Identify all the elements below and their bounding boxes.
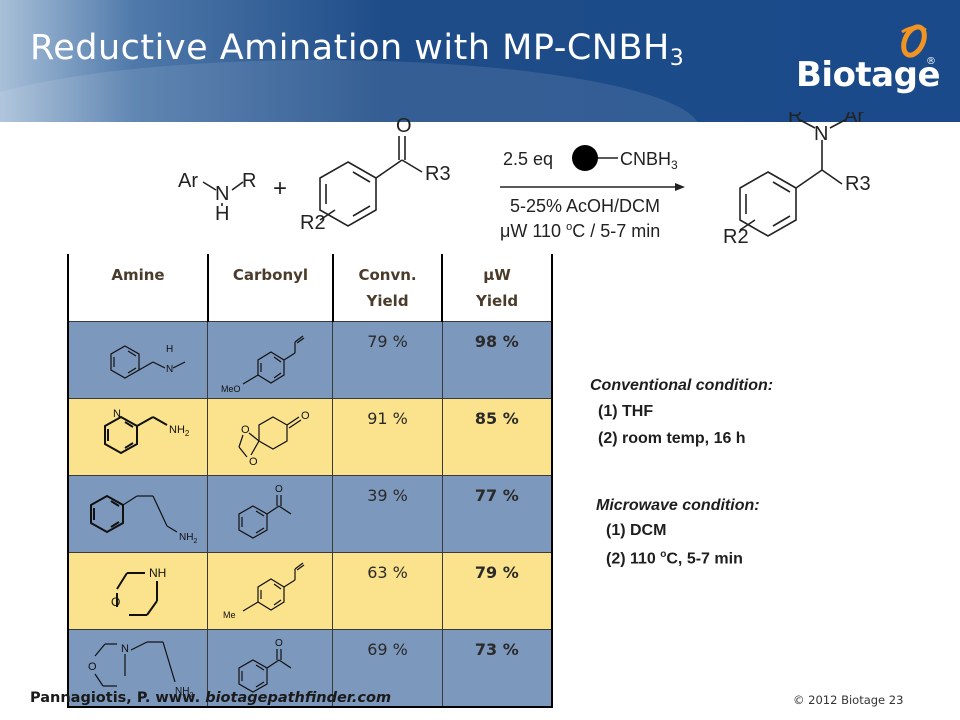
amine-h-label: H (215, 203, 229, 225)
slide-title: Reductive Amination with MP-CNBH3 (30, 28, 684, 71)
carbonyl-structure (319, 136, 423, 227)
carbonyl-structure-cell: O O O (207, 397, 334, 476)
reagent-name: CNBH3 (620, 149, 678, 172)
svg-text:O: O (249, 456, 258, 468)
conv-yield-cell: 63 % (332, 551, 443, 630)
morpholine-structure: NH O (111, 566, 167, 616)
product-structure (739, 119, 846, 237)
microwave-condition-temperature: (2) 110 oC, 5-7 min (606, 549, 743, 568)
header-amine: Amine (67, 254, 209, 321)
svg-text:N: N (113, 408, 121, 420)
results-table: Amine Carbonyl Convn. Yield μW Yield H N (67, 254, 553, 708)
mw-yield-cell: 98 % (441, 320, 553, 399)
table-row: H N MeO 79 % 98 % (67, 320, 553, 399)
svg-text:NH: NH (149, 566, 166, 580)
acetophenone-structure: O (238, 484, 292, 539)
carbonyl-structure-cell: O (207, 474, 334, 553)
citation-website-link[interactable]: biotagepathfinder.com (205, 690, 392, 706)
conv-yield-cell: 79 % (332, 320, 443, 399)
condition-solvent: 5-25% AcOH/DCM (510, 196, 660, 216)
conv-yield-cell: 91 % (332, 397, 443, 476)
amine-r-label: R (242, 170, 256, 192)
amine-ar-label: Ar (178, 170, 198, 192)
cyclohexanedione-ketal-structure: O O O (238, 410, 310, 468)
carbonyl-structure-cell: O (207, 628, 334, 708)
svg-text:MeO: MeO (221, 384, 241, 394)
anisaldehyde-structure: MeO (221, 335, 305, 394)
product-r3-label: R3 (845, 173, 871, 195)
svg-text:N: N (166, 364, 173, 375)
svg-text:O: O (88, 661, 97, 673)
carbonyl-r2-label: R2 (300, 212, 326, 234)
amine-n-label: N (215, 183, 229, 205)
carbonyl-structure-cell: MeO (207, 320, 334, 399)
svg-text:N: N (121, 643, 129, 655)
conventional-condition-solvent: (1) THF (598, 403, 654, 420)
amine-bonds (202, 181, 244, 206)
registered-mark: ® (926, 56, 936, 67)
microwave-condition-solvent: (1) DCM (606, 522, 667, 539)
picolylamine-structure: N NH2 (104, 408, 190, 454)
acetophenone-structure: O (238, 638, 292, 693)
product-r-label: R (788, 112, 802, 127)
product-r2-label: R2 (723, 226, 749, 247)
microwave-condition-title: Microwave condition: (596, 497, 760, 514)
mw-yield-cell: 79 % (441, 551, 553, 630)
table-row: N O NH2 O 69 % 73 % (67, 628, 553, 708)
svg-text:O: O (301, 410, 310, 422)
header-conv-yield: Convn. Yield (331, 254, 444, 321)
amine-structure-cell: N O NH2 (67, 628, 209, 708)
svg-text:NH2: NH2 (175, 686, 193, 699)
biotage-logo-text: Biotage (796, 55, 941, 95)
conventional-condition-temperature: (2) room temp, 16 h (598, 430, 746, 447)
morpholinopropylamine-structure: N O NH2 (88, 640, 194, 699)
svg-text:Me: Me (223, 610, 236, 620)
svg-text:O: O (275, 484, 283, 495)
product-n-label: N (814, 123, 828, 145)
mw-yield-cell: 77 % (441, 474, 553, 553)
mw-yield-cell: 85 % (441, 397, 553, 476)
conv-yield-cell: 69 % (332, 628, 443, 708)
table-header-row: Amine Carbonyl Convn. Yield μW Yield (67, 254, 553, 321)
footer-citation: Pannagiotis, P. www. biotagepathfinder.c… (30, 690, 392, 706)
plus-sign: + (273, 175, 287, 202)
amine-structure-cell: N NH2 (67, 397, 209, 476)
svg-text:NH2: NH2 (169, 424, 190, 438)
tolualdehyde-structure: Me (223, 562, 305, 620)
svg-text:O: O (241, 424, 250, 436)
phenylpropylamine-structure: NH2 (90, 494, 198, 545)
condition-temperature: μW 110 oC / 5-7 min (500, 221, 660, 241)
slide-title-subscript: 3 (669, 46, 685, 71)
carbonyl-o-label: O (396, 115, 412, 137)
header-carbonyl: Carbonyl (206, 254, 334, 321)
amine-structure-cell: H N (67, 320, 209, 399)
amine-structure-cell: NH O (67, 551, 209, 630)
polymer-bead-icon (572, 145, 598, 171)
svg-text:NH2: NH2 (179, 532, 197, 545)
mw-yield-cell: 73 % (441, 628, 553, 708)
table-row: N NH2 O O O 91 % 85 % (67, 397, 553, 476)
benzylmethylamine-structure: H N (110, 344, 186, 379)
footer-copyright: © 2012 Biotage 23 (793, 693, 904, 707)
svg-text:O: O (111, 595, 120, 609)
biotage-logo-icon (901, 24, 927, 58)
reaction-arrowhead (675, 183, 685, 191)
carbonyl-r3-label: R3 (425, 163, 451, 185)
amine-structure-cell: NH2 (67, 474, 209, 553)
reaction-scheme: Ar N R H + O R3 R2 2.5 eq CNBH3 5-25% Ac… (178, 112, 871, 247)
product-ar-label: Ar (844, 112, 864, 127)
table-row: NH O Me 63 % 79 % (67, 551, 553, 630)
header-mw-yield: μW Yield (441, 254, 553, 321)
table-row: NH2 O 39 % 77 % (67, 474, 553, 553)
svg-text:O: O (275, 638, 283, 649)
reagent-equiv: 2.5 eq (503, 149, 553, 169)
svg-text:H: H (166, 344, 173, 355)
conventional-condition-title: Conventional condition: (590, 377, 774, 394)
conv-yield-cell: 39 % (332, 474, 443, 553)
header-banner: Reductive Amination with MP-CNBH3 Biotag… (0, 0, 960, 122)
carbonyl-structure-cell: Me (207, 551, 334, 630)
slide-title-text: Reductive Amination with MP-CNBH (30, 28, 670, 68)
